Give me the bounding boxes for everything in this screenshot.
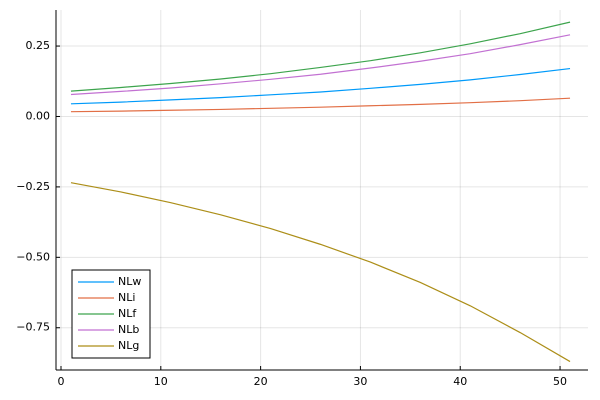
line [70, 21, 571, 92]
line [70, 182, 571, 363]
x-tick-label: 40 [453, 375, 467, 388]
x-tick-label: 10 [154, 375, 168, 388]
legend: NLw NLi NLf NLb NLg [71, 269, 151, 359]
y-tick-label: 0.25 [26, 39, 51, 52]
y-tick-label: −0.50 [16, 250, 50, 263]
x-tick-label: 50 [553, 375, 567, 388]
legend-label: NLw [118, 275, 141, 288]
line [70, 34, 571, 96]
legend-label: NLf [118, 307, 137, 320]
line [70, 97, 571, 113]
x-tick-label: 0 [57, 375, 64, 388]
y-tick-label: −0.75 [16, 321, 50, 334]
y-tick-label: −0.25 [16, 180, 50, 193]
x-tick-label: 30 [353, 375, 367, 388]
line [70, 67, 571, 105]
legend-label: NLi [118, 291, 135, 304]
y-tick-label: 0.00 [26, 109, 51, 122]
x-tick-label: 20 [254, 375, 268, 388]
legend-label: NLb [118, 323, 139, 336]
legend-label: NLg [118, 339, 139, 352]
